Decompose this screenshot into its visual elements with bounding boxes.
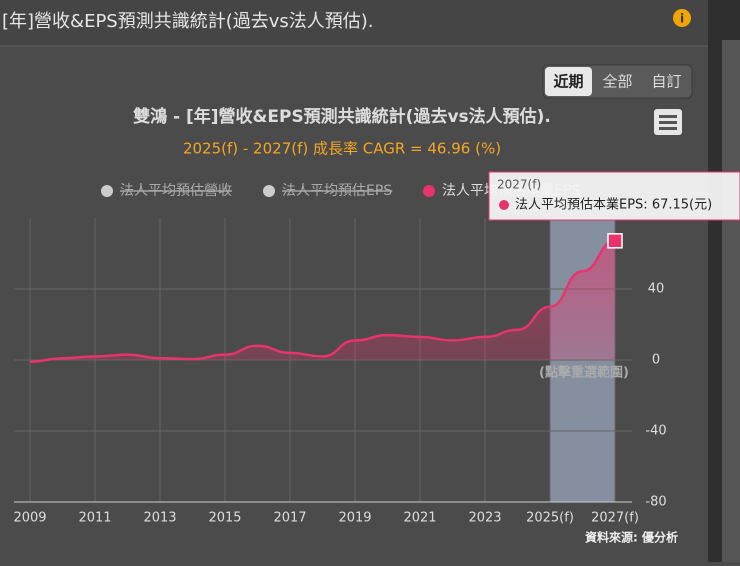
menu-icon[interactable] <box>654 109 682 135</box>
x-tick-label: 2021 <box>403 511 436 526</box>
chart-title: 雙鴻 - [年]營收&EPS預測共識統計(過去vs法人預估). <box>133 106 551 127</box>
x-tick-label: 2025(f) <box>526 511 574 526</box>
band-note: (點擊重選範圍) <box>539 365 629 381</box>
y-tick-label: -40 <box>645 424 666 439</box>
y-tick-label: 40 <box>648 282 665 297</box>
tooltip-marker <box>499 200 509 210</box>
info-icon[interactable] <box>673 9 691 27</box>
range-button[interactable] <box>643 67 690 96</box>
y-tick-label: -80 <box>645 495 666 510</box>
legend-marker[interactable] <box>101 185 113 197</box>
tooltip-box <box>488 171 740 221</box>
source: 資料來源: 優分析 <box>585 530 678 545</box>
range-button-label[interactable]: 全部 <box>602 73 632 91</box>
series-line <box>29 239 616 364</box>
legend-marker[interactable] <box>423 185 435 197</box>
x-tick-label: 2017 <box>273 511 306 526</box>
range-button[interactable] <box>594 67 641 96</box>
range-button-label[interactable]: 近期 <box>553 73 583 91</box>
plot: -80 -40 0 40 2009 2011 2013 2015 2017 2019 2021 202… <box>13 171 740 526</box>
menu-bar <box>659 127 677 130</box>
x-tick-label: 2013 <box>143 511 176 526</box>
side-panel <box>722 40 740 562</box>
x-tick-label: 2019 <box>338 511 371 526</box>
header-title: [年]營收&EPS預測共識統計(過去vs法人預估). <box>2 11 374 32</box>
info-icon-glyph: i <box>680 12 684 26</box>
series-area <box>30 240 615 362</box>
header-bar <box>0 0 708 46</box>
x-tick-label: 2009 <box>13 511 46 526</box>
x-tick-label: 2027(f) <box>591 511 639 526</box>
tooltip-title: 2027(f) <box>497 178 541 192</box>
menu-bar <box>659 115 677 118</box>
menu-bar <box>659 121 677 124</box>
hover-marker <box>607 233 623 249</box>
chart-subtitle: 2025(f) - 2027(f) 成長率 CAGR = 46.96 (%) <box>183 140 501 158</box>
y-tick-label: 0 <box>652 353 660 368</box>
x-tick-label: 2011 <box>78 511 111 526</box>
tooltip-text: 法人平均預估本業EPS: 67.15(元) <box>515 197 712 213</box>
x-tick-label: 2023 <box>468 511 501 526</box>
legend-marker[interactable] <box>263 185 275 197</box>
range-buttons: 近期 全部 自訂 <box>542 64 693 99</box>
x-tick-label: 2015 <box>208 511 241 526</box>
range-button-label[interactable]: 自訂 <box>651 73 681 91</box>
range-button[interactable] <box>545 67 592 96</box>
